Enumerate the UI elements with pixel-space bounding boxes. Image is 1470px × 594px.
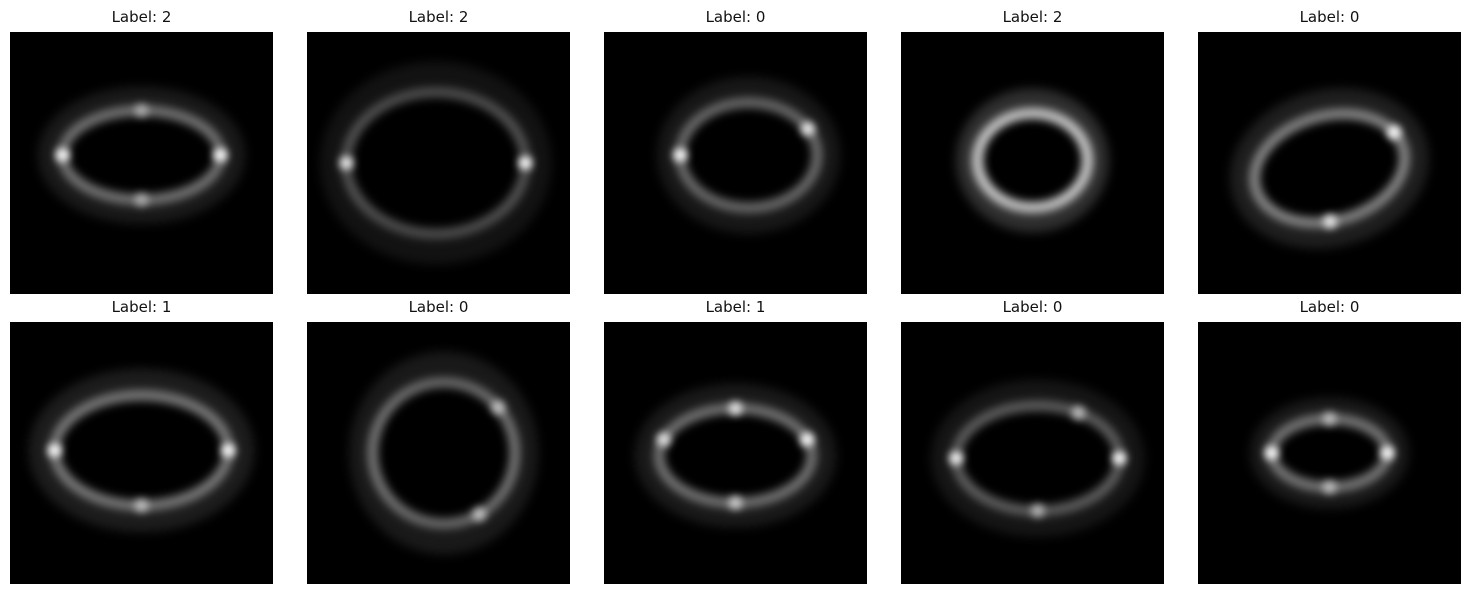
bright-knot: [1071, 405, 1086, 420]
panel-title: Label: 2: [111, 8, 172, 26]
bright-knot: [55, 148, 70, 163]
panel-title: Label: 0: [1299, 298, 1360, 316]
lens-image: [307, 32, 570, 294]
bright-knot: [213, 148, 228, 163]
lens-image-svg: [604, 322, 867, 584]
panel-title: Label: 1: [705, 298, 766, 316]
panel-title: Label: 1: [111, 298, 172, 316]
lens-image: [901, 322, 1164, 584]
bright-knot: [472, 507, 487, 522]
ring-halo: [1230, 88, 1429, 249]
bright-knot: [221, 443, 236, 458]
panel-title: Label: 0: [408, 298, 469, 316]
bright-knot: [1323, 214, 1338, 229]
lens-image-svg: [901, 32, 1164, 294]
lens-image: [10, 32, 273, 294]
lens-image-svg: [307, 322, 570, 584]
ring-halo: [349, 351, 539, 555]
ring-halo: [657, 76, 841, 234]
panel-title: Label: 0: [1299, 8, 1360, 26]
panel-title: Label: 0: [705, 8, 766, 26]
bright-knot: [1264, 446, 1279, 460]
panel-title: Label: 2: [1002, 8, 1063, 26]
bright-knot: [728, 495, 743, 510]
bright-knot: [949, 451, 964, 466]
bright-knot: [134, 498, 149, 513]
panel-title: Label: 0: [1002, 298, 1063, 316]
bright-knot: [1030, 503, 1045, 518]
image-background: [1198, 322, 1461, 584]
image-background: [901, 32, 1164, 294]
panel-title: Label: 2: [408, 8, 469, 26]
bright-knot: [134, 192, 149, 207]
bright-knot: [1387, 125, 1402, 140]
lens-image: [10, 322, 273, 584]
lens-image: [604, 32, 867, 294]
ring-halo: [320, 61, 552, 265]
einstein-ring: [368, 378, 519, 528]
bright-knot: [1380, 446, 1395, 460]
einstein-ring: [973, 109, 1092, 212]
ring-halo: [955, 88, 1110, 233]
ring-halo: [37, 86, 246, 224]
bright-knot: [1322, 480, 1337, 495]
lens-image: [604, 322, 867, 584]
lens-image-svg: [1198, 32, 1461, 294]
bright-knot: [47, 443, 62, 458]
lens-image-svg: [901, 322, 1164, 584]
lens-image-svg: [10, 32, 273, 294]
lens-image-svg: [604, 32, 867, 294]
ring-halo: [1249, 397, 1410, 509]
bright-knot: [518, 156, 533, 170]
lens-image-svg: [307, 32, 570, 294]
lens-image: [307, 322, 570, 584]
bright-knot: [134, 103, 149, 118]
bright-knot: [491, 400, 506, 415]
lens-image-svg: [1198, 322, 1461, 584]
bright-knot: [673, 148, 688, 163]
ring-halo: [931, 379, 1145, 537]
einstein-ring: [1250, 109, 1409, 227]
bright-knot: [1112, 451, 1127, 466]
lens-image-svg: [10, 322, 273, 584]
bright-knot: [800, 432, 815, 447]
bright-knot: [339, 156, 354, 170]
ring-halo: [28, 368, 255, 533]
bright-knot: [728, 401, 743, 416]
lens-image: [1198, 32, 1461, 294]
bright-knot: [1322, 411, 1337, 426]
lens-image: [901, 32, 1164, 294]
ring-halo: [634, 383, 837, 528]
bright-knot: [800, 121, 815, 136]
lens-image: [1198, 322, 1461, 584]
bright-knot: [656, 432, 671, 447]
